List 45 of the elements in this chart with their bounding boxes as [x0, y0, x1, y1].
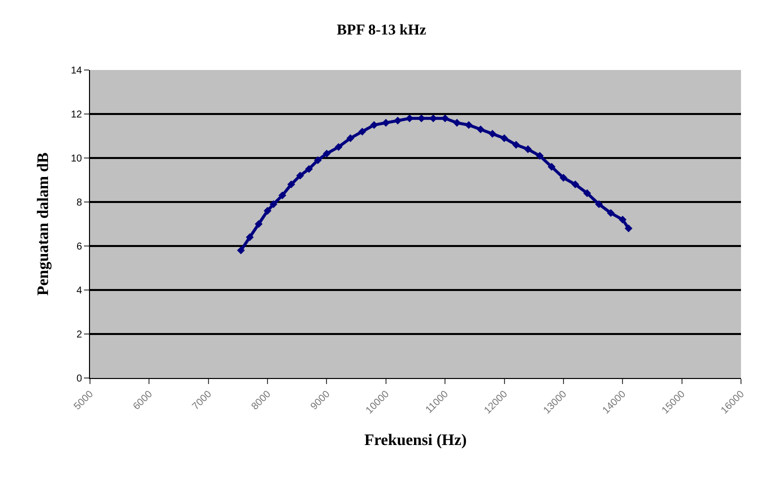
point: [606, 209, 615, 217]
point: [476, 126, 484, 134]
point: [287, 180, 296, 188]
point: [583, 189, 592, 198]
point: [314, 156, 322, 164]
point: [278, 192, 286, 200]
point: [624, 224, 632, 232]
point: [464, 121, 473, 129]
point: [270, 200, 278, 208]
point: [254, 220, 263, 228]
point: [296, 172, 304, 180]
y-tick-label: 10: [70, 154, 82, 164]
y-tick-label: 4: [76, 286, 82, 296]
point: [488, 130, 496, 138]
x-axis-title: Frekuensi (Hz): [364, 432, 467, 450]
point: [595, 200, 603, 208]
y-tick-label: 2: [76, 330, 82, 340]
point: [322, 150, 331, 158]
chart-title: BPF 8-13 kHz: [336, 22, 427, 39]
point: [560, 174, 568, 182]
point: [536, 152, 544, 160]
point: [524, 145, 532, 154]
point: [394, 116, 402, 124]
point: [500, 134, 508, 142]
point: [264, 206, 272, 215]
y-tick-label: 14: [70, 66, 82, 76]
y-tick-label: 0: [76, 374, 82, 384]
point: [571, 180, 580, 188]
point: [548, 162, 556, 171]
point: [358, 128, 366, 136]
point: [618, 216, 627, 224]
y-tick-label: 8: [76, 198, 82, 208]
point: [305, 165, 313, 173]
y-tick-label: 6: [76, 242, 82, 252]
y-axis-title: Penguatan dalam dB: [35, 152, 52, 296]
point: [406, 114, 414, 122]
point: [246, 233, 254, 242]
point: [370, 121, 378, 129]
point: [346, 134, 354, 142]
point: [453, 118, 461, 127]
point: [237, 246, 245, 254]
point: [512, 140, 520, 149]
point: [382, 118, 390, 127]
point: [334, 143, 342, 151]
y-tick-label: 12: [70, 110, 82, 120]
